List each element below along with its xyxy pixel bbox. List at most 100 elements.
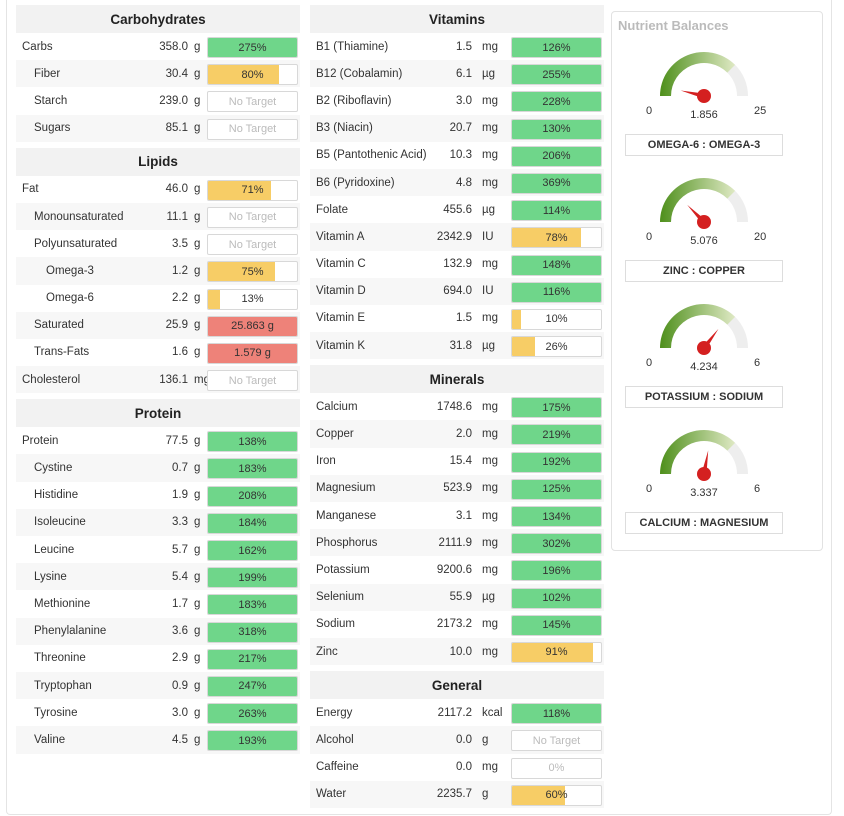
target-progress-bar: 10%: [511, 308, 602, 330]
nutrient-row[interactable]: Iron 15.4 mg 192%: [310, 448, 604, 475]
nutrient-row[interactable]: Magnesium 523.9 mg 125%: [310, 474, 604, 502]
target-progress-fill: [208, 343, 297, 363]
nutrient-row[interactable]: Alcohol 0.0 g No Target: [310, 726, 604, 754]
nutrient-row[interactable]: Fat 46.0 g 71%: [16, 176, 300, 203]
target-progress-bar: 13%: [207, 288, 298, 310]
target-progress-bar: 208%: [207, 485, 298, 507]
nutrient-row[interactable]: B1 (Thiamine) 1.5 mg 126%: [310, 33, 604, 60]
nutrient-unit: mg: [482, 455, 498, 468]
target-progress-fill: [208, 65, 280, 85]
nutrient-row[interactable]: Zinc 10.0 mg 91%: [310, 637, 604, 666]
nutrient-row[interactable]: Leucine 5.7 g 162%: [16, 536, 300, 563]
target-progress-bar: 102%: [511, 587, 602, 609]
nutrient-row[interactable]: Energy 2117.2 kcal 118%: [310, 699, 604, 726]
nutrient-unit: mg: [482, 258, 498, 271]
nutrient-row[interactable]: Vitamin A 2342.9 IU 78%: [310, 223, 604, 251]
nutrient-row[interactable]: Caffeine 0.0 mg 0%: [310, 754, 604, 781]
nutrient-name: Monounsaturated: [34, 210, 124, 223]
nutrient-name: B2 (Riboflavin): [316, 94, 392, 107]
nutrient-row[interactable]: Polyunsaturated 3.5 g No Target: [16, 230, 300, 257]
nutrient-row[interactable]: Sodium 2173.2 mg 145%: [310, 611, 604, 638]
target-percent-label: 192%: [542, 456, 571, 469]
nutrient-unit: mg: [482, 40, 498, 53]
section-spacer: [310, 808, 604, 814]
target-progress-bar: 196%: [511, 560, 602, 582]
nutrient-name: Tyrosine: [34, 706, 78, 719]
nutrient-row[interactable]: Starch 239.0 g No Target: [16, 87, 300, 114]
nutrient-row[interactable]: Phosphorus 2111.9 mg 302%: [310, 529, 604, 557]
target-percent-label: 196%: [542, 564, 571, 577]
nutrient-row[interactable]: Fiber 30.4 g 80%: [16, 60, 300, 88]
nutrient-row[interactable]: B12 (Cobalamin) 6.1 µg 255%: [310, 60, 604, 88]
target-progress-fill: [512, 615, 601, 635]
nutrient-amount: 2.9: [172, 652, 188, 665]
target-progress-bar: 126%: [511, 37, 602, 58]
nutrient-row[interactable]: Tyrosine 3.0 g 263%: [16, 699, 300, 726]
nutrient-amount: 6.1: [456, 67, 472, 80]
gauge-ratio-label: POTASSIUM : SODIUM: [625, 386, 783, 408]
target-progress-bar: 148%: [511, 254, 602, 276]
nutrient-unit: g: [194, 122, 201, 135]
middle-column: Vitamins B1 (Thiamine) 1.5 mg 126% B12 (Cobal…: [310, 5, 604, 814]
target-progress-fill: [208, 568, 297, 588]
nutrient-row[interactable]: Cholesterol 136.1 mg No Target: [16, 366, 300, 394]
target-progress-bar: 118%: [511, 703, 602, 725]
nutrient-amount: 3.0: [172, 706, 188, 719]
nutrient-row[interactable]: Folate 455.6 µg 114%: [310, 196, 604, 223]
nutrient-row[interactable]: Vitamin E 1.5 mg 10%: [310, 305, 604, 332]
nutrient-row[interactable]: Sugars 85.1 g No Target: [16, 114, 300, 142]
nutrient-row[interactable]: Protein 77.5 g 138%: [16, 427, 300, 454]
target-progress-bar: 199%: [207, 567, 298, 589]
nutrient-row[interactable]: Trans-Fats 1.6 g 1.579 g: [16, 339, 300, 366]
target-percent-label: 228%: [542, 95, 571, 108]
target-progress-bar: No Target: [511, 730, 602, 752]
nutrient-row[interactable]: Copper 2.0 mg 219%: [310, 420, 604, 448]
target-progress-fill: [512, 119, 601, 139]
nutrient-row[interactable]: Histidine 1.9 g 208%: [16, 482, 300, 509]
target-progress-bar: 80%: [207, 64, 298, 86]
target-percent-label: 78%: [545, 231, 568, 244]
nutrient-row[interactable]: Monounsaturated 11.1 g No Target: [16, 202, 300, 231]
nutrient-name: Fiber: [34, 67, 61, 80]
nutrient-row[interactable]: Lysine 5.4 g 199%: [16, 563, 300, 591]
target-progress-fill: [512, 398, 601, 418]
nutrient-row[interactable]: Carbs 358.0 g 275%: [16, 33, 300, 60]
nutrient-row[interactable]: Manganese 3.1 mg 134%: [310, 502, 604, 529]
nutrient-amount: 132.9: [443, 258, 472, 271]
target-percent-label: No Target: [228, 123, 277, 136]
nutrient-row[interactable]: Vitamin D 694.0 IU 116%: [310, 277, 604, 305]
nutrient-row[interactable]: Vitamin K 31.8 µg 26%: [310, 332, 604, 360]
nutrient-name: B6 (Pyridoxine): [316, 176, 395, 189]
nutrient-row[interactable]: B2 (Riboflavin) 3.0 mg 228%: [310, 87, 604, 114]
nutrient-amount: 15.4: [449, 455, 472, 468]
nutrient-row[interactable]: Potassium 9200.6 mg 196%: [310, 556, 604, 583]
gauge-good-zone: [660, 304, 736, 348]
report-frame: [6, 0, 832, 815]
nutrient-row[interactable]: Omega-3 1.2 g 75%: [16, 257, 300, 285]
nutrient-row[interactable]: Saturated 25.9 g 25.863 g: [16, 311, 300, 339]
nutrient-row[interactable]: B6 (Pyridoxine) 4.8 mg 369%: [310, 168, 604, 197]
nutrient-row[interactable]: Water 2235.7 g 60%: [310, 780, 604, 808]
nutrient-unit: g: [194, 346, 201, 359]
nutrient-name: B1 (Thiamine): [316, 40, 389, 53]
nutrient-row[interactable]: Selenium 55.9 µg 102%: [310, 583, 604, 611]
nutrient-amount: 3.1: [456, 509, 472, 522]
nutrient-row[interactable]: B3 (Niacin) 20.7 mg 130%: [310, 114, 604, 142]
target-progress-bar: 114%: [511, 200, 602, 222]
nutrient-row[interactable]: Calcium 1748.6 mg 175%: [310, 393, 604, 420]
nutrient-row[interactable]: Phenylalanine 3.6 g 318%: [16, 617, 300, 645]
nutrient-row[interactable]: Threonine 2.9 g 217%: [16, 645, 300, 672]
nutrient-row[interactable]: Omega-6 2.2 g 13%: [16, 285, 300, 312]
nutrient-row[interactable]: Cystine 0.7 g 183%: [16, 454, 300, 482]
target-progress-fill: [512, 228, 582, 248]
nutrient-amount: 3.6: [172, 625, 188, 638]
nutrient-row[interactable]: Valine 4.5 g 193%: [16, 726, 300, 754]
nutrient-row[interactable]: B5 (Pantothenic Acid) 10.3 mg 206%: [310, 142, 604, 169]
nutrient-row[interactable]: Tryptophan 0.9 g 247%: [16, 671, 300, 700]
nutrient-name: Energy: [316, 706, 353, 719]
nutrient-row[interactable]: Vitamin C 132.9 mg 148%: [310, 251, 604, 278]
nutrient-row[interactable]: Isoleucine 3.3 g 184%: [16, 508, 300, 536]
nutrient-row[interactable]: Methionine 1.7 g 183%: [16, 590, 300, 617]
target-progress-bar: 263%: [207, 703, 298, 725]
nutrient-unit: g: [194, 462, 201, 475]
